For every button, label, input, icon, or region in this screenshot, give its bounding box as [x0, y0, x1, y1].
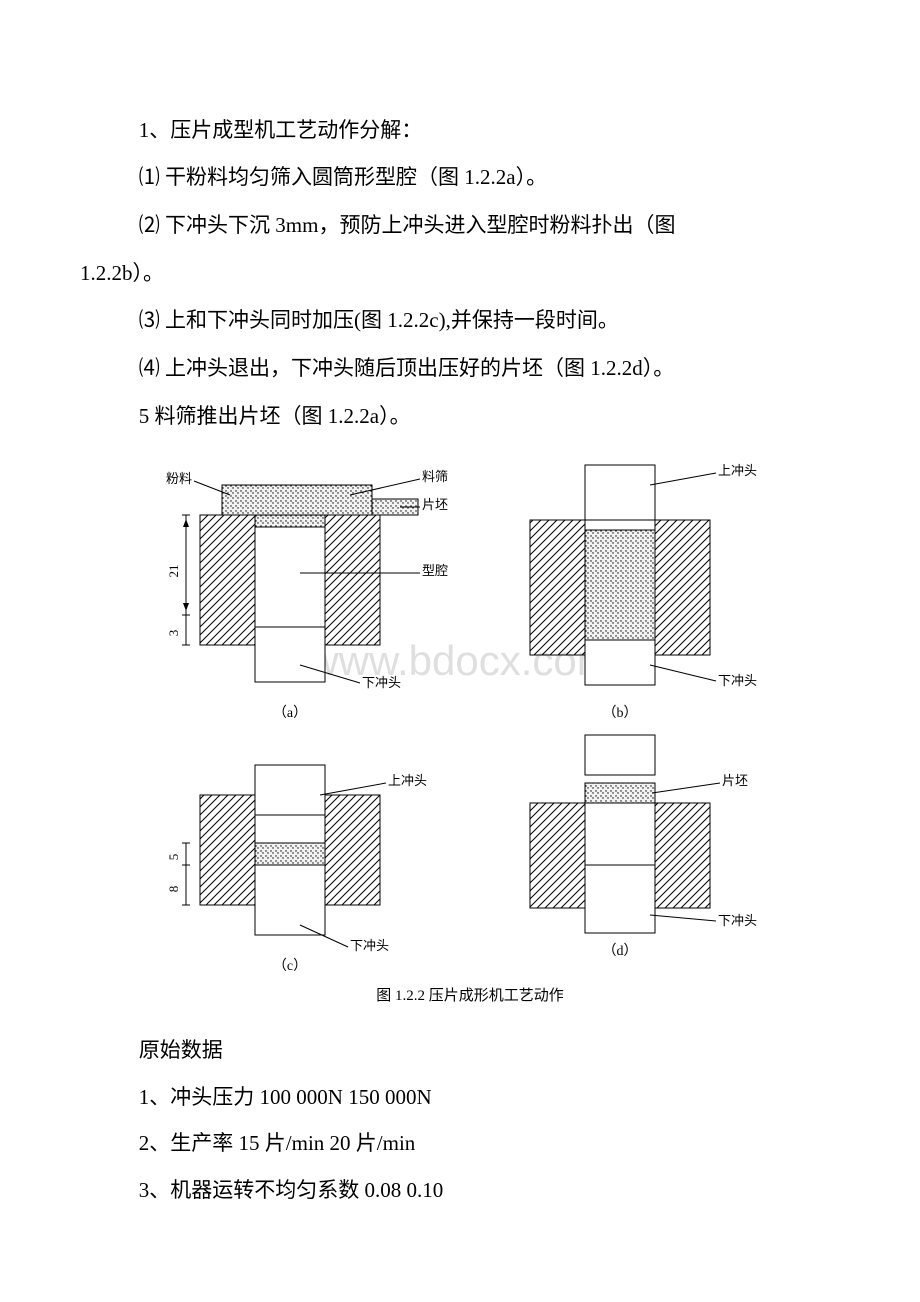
step-text-2a: 下冲头下沉 3mm，预防上冲头进入型腔时粉料扑出（图 — [165, 213, 675, 237]
label-xiachongtou-a: 下冲头 — [362, 675, 401, 690]
label-pianpi-a: 片坯 — [422, 497, 448, 512]
paragraph-step1: ⑴ 干粉料均匀筛入圆筒形型腔（图 1.2.2a）。 — [80, 157, 840, 199]
data-line-1: 1、冲头压力 100 000N 150 000N — [80, 1077, 840, 1118]
step-number-2: ⑵ — [139, 214, 160, 237]
figure-caption: 图 1.2.2 压片成形机工艺动作 — [376, 987, 564, 1004]
panel-label-b: （b） — [603, 705, 638, 721]
label-xiachongtou-b: 下冲头 — [718, 673, 757, 688]
step-number-1: ⑴ — [139, 166, 160, 189]
label-xiachongtou-c: 下冲头 — [350, 938, 389, 953]
dim-3: 3 — [166, 629, 181, 636]
paragraph-step5: 5 料筛推出片坯（图 1.2.2a）。 — [80, 396, 840, 437]
panel-c: 5 8 上冲头 下冲头 （c） — [166, 765, 427, 974]
step-number-4: ⑷ — [139, 357, 160, 380]
dim-5: 5 — [166, 853, 181, 860]
document-page: 1、压片成型机工艺动作分解： ⑴ 干粉料均匀筛入圆筒形型腔（图 1.2.2a）。… — [0, 0, 920, 1297]
label-pianpi-d: 片坯 — [722, 773, 748, 788]
data-line-2: 2、生产率 15 片/min 20 片/min — [80, 1123, 840, 1164]
panel-label-d: （d） — [603, 943, 638, 959]
panel-d: 片坯 下冲头 （d） — [530, 735, 757, 959]
panel-label-a: （a） — [273, 705, 307, 721]
data-line-3: 3、机器运转不均匀系数 0.08 0.10 — [80, 1170, 840, 1211]
step-text-1: 干粉料均匀筛入圆筒形型腔（图 1.2.2a）。 — [165, 165, 547, 189]
label-shangchongtou-c: 上冲头 — [388, 773, 427, 788]
label-fenliao: 粉料 — [166, 471, 192, 486]
label-xiachongtou-d: 下冲头 — [718, 913, 757, 928]
figure-container: www.bdocx.com — [80, 455, 840, 1020]
paragraph-step2-line2: 1.2.2b）。 — [80, 253, 840, 294]
paragraph-step4: ⑷ 上冲头退出，下冲头随后顶出压好的片坯（图 1.2.2d）。 — [80, 348, 840, 390]
label-xingqiang: 型腔 — [422, 563, 448, 578]
step-text-3: 上和下冲头同时加压(图 1.2.2c),并保持一段时间。 — [165, 308, 619, 332]
paragraph-intro: 1、压片成型机工艺动作分解： — [80, 110, 840, 151]
dim-8: 8 — [166, 885, 181, 892]
paragraph-step3: ⑶ 上和下冲头同时加压(图 1.2.2c),并保持一段时间。 — [80, 300, 840, 342]
step-text-4: 上冲头退出，下冲头随后顶出压好的片坯（图 1.2.2d）。 — [165, 356, 674, 380]
data-title: 原始数据 — [80, 1030, 840, 1071]
label-shangchongtou-b: 上冲头 — [718, 463, 757, 478]
paragraph-step2-line1: ⑵ 下冲头下沉 3mm，预防上冲头进入型腔时粉料扑出（图 — [80, 205, 840, 247]
figure-svg: www.bdocx.com — [140, 455, 780, 1015]
label-liaoshai: 料筛 — [422, 469, 448, 484]
step-number-3: ⑶ — [139, 309, 160, 332]
panel-label-c: （c） — [273, 958, 307, 974]
dim-21: 21 — [166, 564, 181, 577]
